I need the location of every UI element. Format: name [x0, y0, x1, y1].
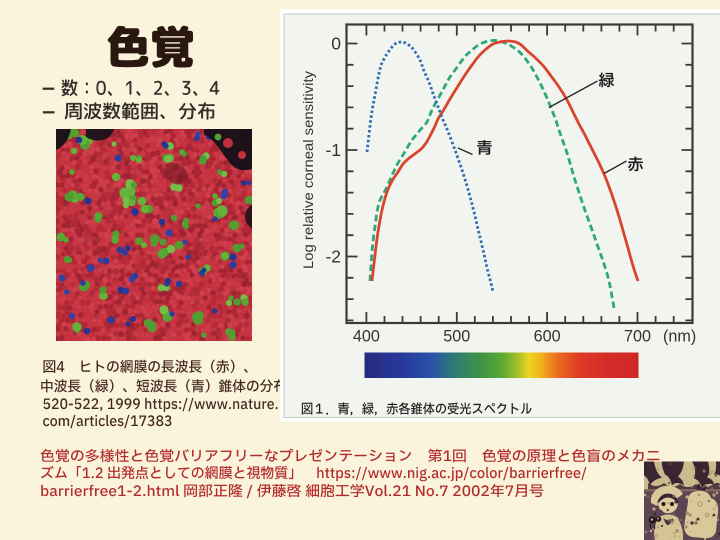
svg-text:500: 500	[443, 328, 470, 346]
svg-text:400: 400	[353, 328, 380, 346]
svg-text:Log relative corneal sensitivi: Log relative corneal sensitivity	[300, 71, 316, 269]
svg-text:0: 0	[331, 34, 341, 54]
svg-text:-2: -2	[325, 247, 341, 267]
svg-text:600: 600	[534, 328, 561, 346]
svg-text:(nm): (nm)	[663, 328, 696, 346]
svg-text:-1: -1	[325, 140, 341, 160]
svg-text:700: 700	[624, 328, 651, 346]
